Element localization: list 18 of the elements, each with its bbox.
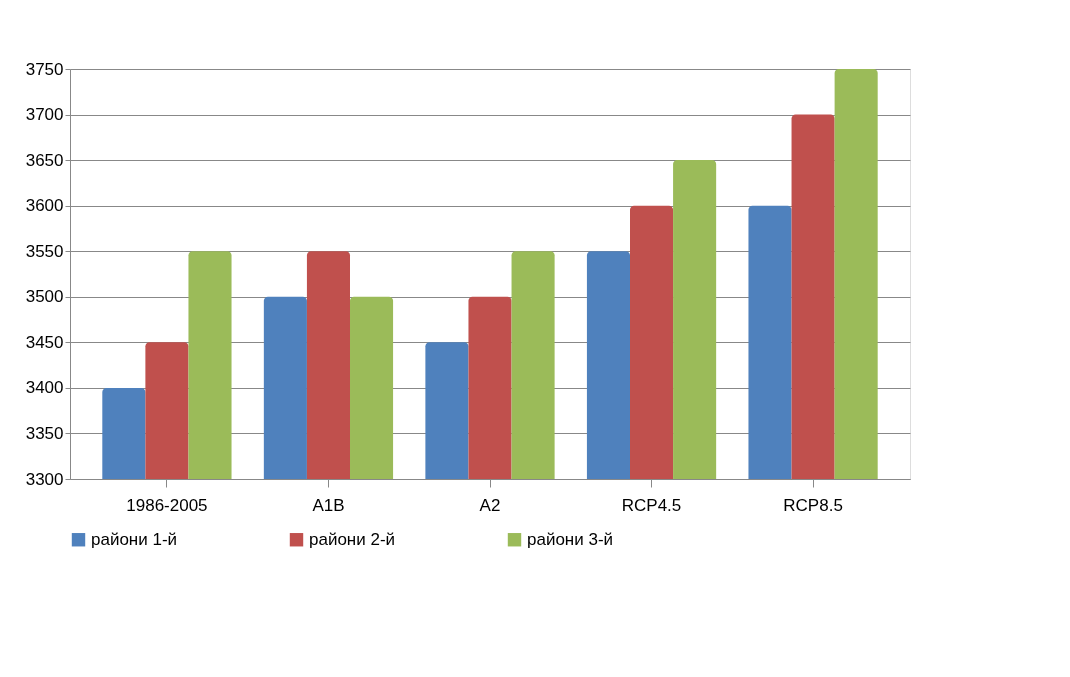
legend-label: райони 3-й: [527, 529, 614, 549]
legend-label: райони 1-й: [91, 529, 178, 549]
x-tick-label: 1986-2005: [126, 495, 208, 515]
y-tick-label: 3700: [25, 105, 64, 125]
y-tick-label: 3300: [25, 469, 64, 489]
y-tick-label: 3400: [25, 378, 64, 398]
legend-label: райони 2-й: [309, 529, 396, 549]
y-tick-label: 3350: [25, 423, 64, 443]
x-tick-label: RCP8.5: [783, 495, 843, 515]
y-tick-label: 3650: [25, 150, 64, 170]
y-tick-label: 3450: [25, 332, 64, 352]
y-tick-label: 3750: [25, 59, 64, 79]
x-tick-label: RCP4.5: [621, 495, 682, 515]
y-tick-label: 3500: [25, 287, 64, 307]
y-tick-label: 3550: [25, 241, 64, 261]
x-tick-label: A2: [479, 495, 501, 515]
x-tick-label: A1B: [312, 495, 345, 515]
y-tick-label: 3600: [25, 196, 64, 216]
